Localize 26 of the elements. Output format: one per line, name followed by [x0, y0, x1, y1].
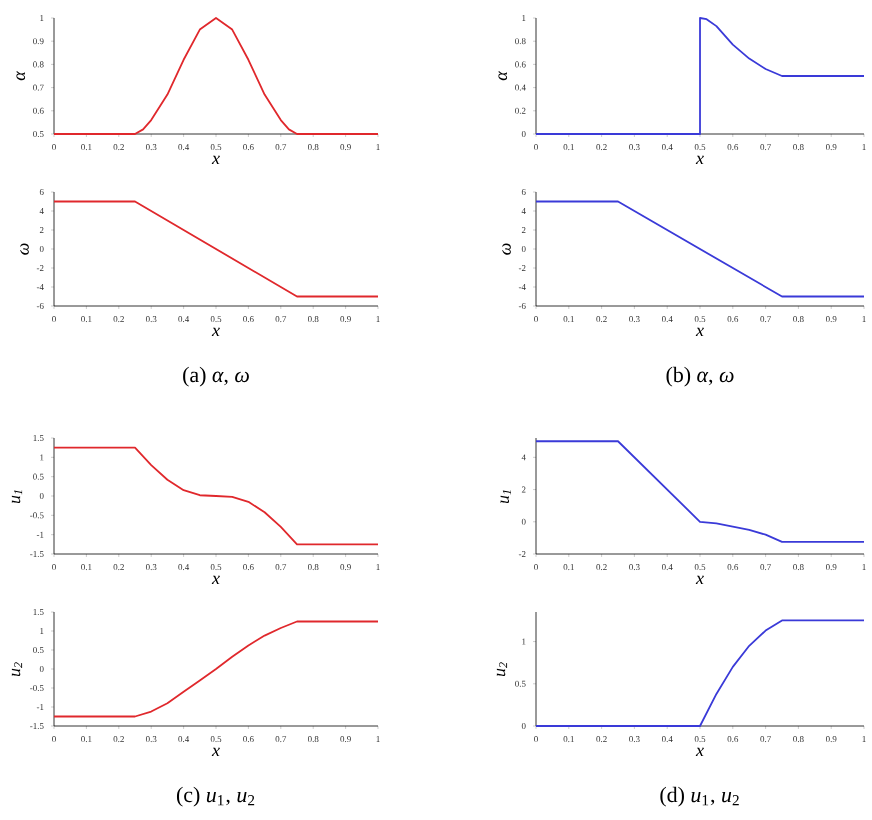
y-axis-title: u$_{2}$ — [496, 662, 508, 677]
y-axis-title: α — [16, 70, 26, 81]
y-axis-title: ω — [502, 243, 511, 255]
text: (a) α, ω — [183, 366, 249, 387]
line-series — [535, 17, 865, 135]
y-axis-title: u$_{1}$ — [11, 490, 23, 504]
y-axis-title: u$_{1}$ — [500, 490, 511, 504]
x-axis-title: x — [695, 575, 704, 585]
line-series — [53, 17, 379, 135]
line-series — [535, 440, 865, 543]
x-axis-title: x — [211, 747, 220, 757]
x-axis-title: x — [695, 747, 704, 757]
x-axis-title: x — [695, 327, 704, 337]
x-axis-title: x — [211, 155, 220, 165]
x-axis-title: x — [211, 575, 220, 585]
line-series — [53, 446, 379, 546]
y-axis-title: ω — [20, 243, 29, 255]
text: (c) u$_{1}$, u$_{2}$ — [176, 786, 255, 807]
y-axis-title: α — [498, 70, 508, 81]
line-series — [535, 619, 865, 727]
y-axis-title: u$_{2}$ — [11, 662, 23, 677]
x-axis-title: x — [695, 155, 704, 165]
line-series — [53, 620, 379, 718]
text: (b) α, ω — [666, 366, 734, 387]
x-axis-title: x — [211, 327, 220, 337]
text: (d) u$_{1}$, u$_{2}$ — [660, 786, 739, 807]
